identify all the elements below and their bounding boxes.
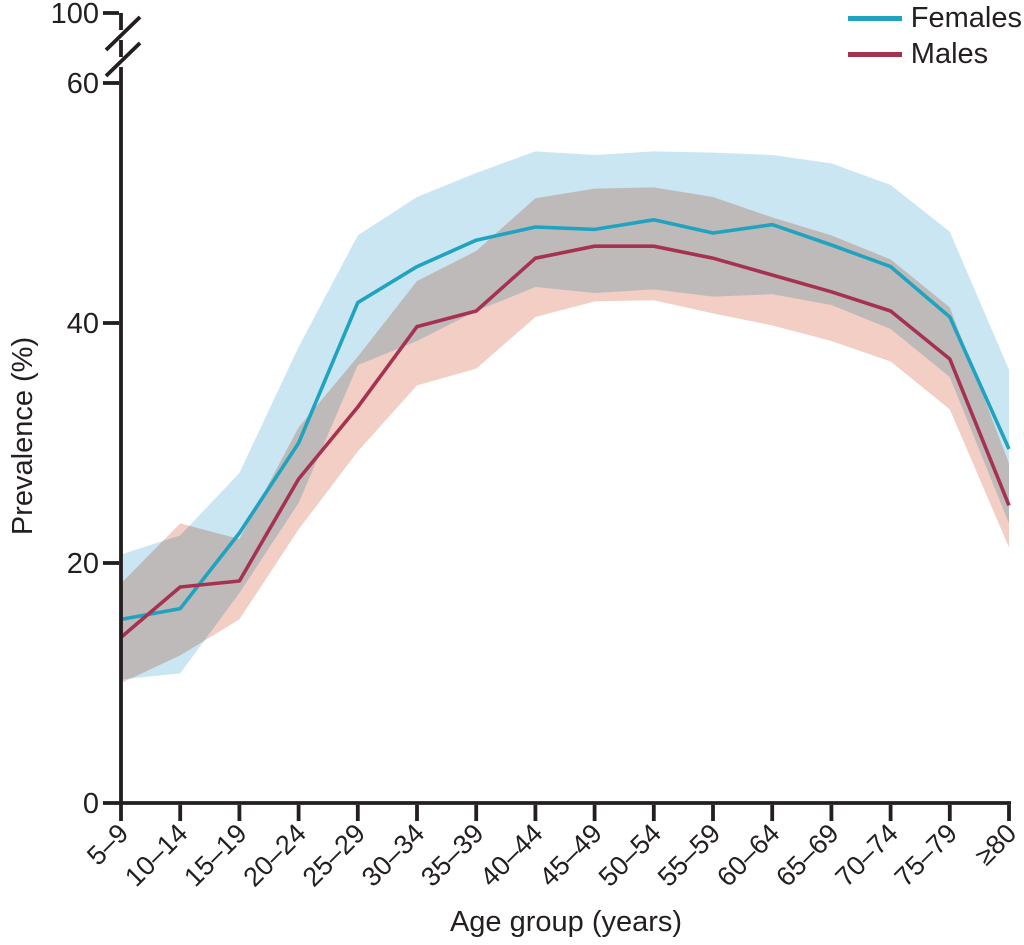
legend-item-females: Females	[847, 2, 1022, 34]
x-tick-label-9: 50–54	[593, 818, 667, 892]
x-tick-label-6: 35–39	[415, 818, 489, 892]
y-axis-title: Prevalence (%)	[7, 337, 39, 535]
x-tick-label-14: 75–79	[889, 818, 963, 892]
tick-labels-layer: 02040601005–910–1415–1920–2425–2930–3435…	[51, 0, 1023, 892]
x-tick-label-11: 60–64	[711, 818, 785, 892]
x-tick-label-10: 55–59	[652, 818, 726, 892]
males-confidence-band	[121, 187, 1009, 683]
y-0-label: 0	[83, 788, 99, 820]
x-axis-title: Age group (years)	[450, 906, 682, 938]
x-tick-label-5: 30–34	[356, 818, 430, 892]
confidence-bands-layer	[121, 151, 1009, 683]
axis-break-slash-upper	[104, 15, 142, 52]
x-tick-label-7: 40–44	[474, 818, 548, 892]
x-tick-label-12: 65–69	[770, 818, 844, 892]
males-legend-label: Males	[910, 38, 989, 70]
females-legend-label: Females	[910, 2, 1022, 34]
males-line-swatch	[847, 52, 902, 57]
females-line-swatch	[847, 16, 902, 21]
y-60-label: 60	[67, 68, 99, 100]
x-tick-label-3: 20–24	[238, 818, 312, 892]
x-tick-label-8: 45–49	[534, 818, 608, 892]
x-tick-label-15: ≥80	[969, 818, 1022, 871]
females-line	[120, 218, 1011, 622]
x-tick-label-1: 10–14	[119, 818, 193, 892]
axis-break-slash-lower	[104, 41, 142, 78]
y-40-label: 40	[67, 308, 99, 340]
legend: Females Males	[847, 2, 1022, 70]
y-20-label: 20	[67, 548, 99, 580]
series-lines-layer	[119, 218, 1011, 639]
x-tick-label-13: 70–74	[830, 818, 904, 892]
legend-item-males: Males	[847, 38, 1022, 70]
axes-layer	[103, 11, 1011, 821]
males-line	[119, 244, 1011, 639]
y-100-label: 100	[51, 0, 99, 30]
x-tick-label-4: 25–29	[297, 818, 371, 892]
x-tick-label-2: 15–19	[178, 818, 252, 892]
